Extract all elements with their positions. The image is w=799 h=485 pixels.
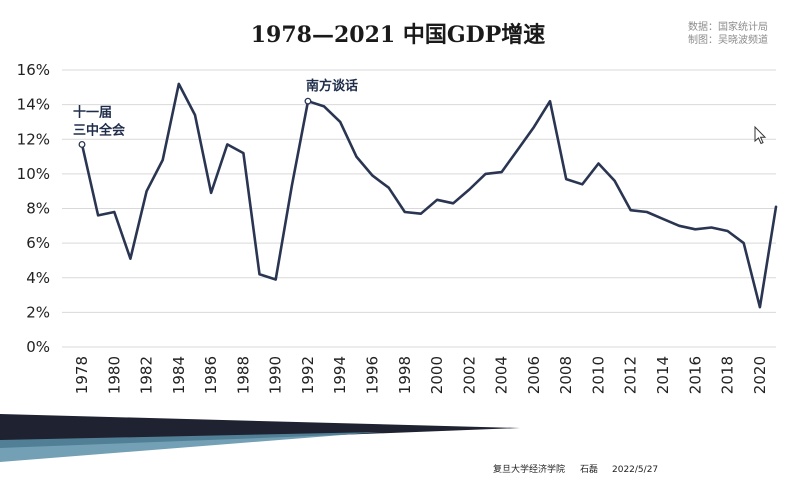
source-data-text: 数据：国家统计局 — [688, 20, 768, 33]
x-tick-label: 1990 — [267, 356, 285, 394]
y-tick-label: 2% — [26, 303, 50, 321]
slide-decoration-blue — [0, 432, 380, 462]
x-tick-label: 2002 — [460, 356, 478, 394]
x-tick-label: 1992 — [299, 356, 317, 394]
x-tick-label: 2020 — [751, 356, 769, 394]
source-author-text: 制图：吴晓波频道 — [688, 33, 768, 46]
y-tick-label: 4% — [26, 269, 50, 287]
x-tick-label: 1998 — [396, 356, 414, 394]
y-tick-label: 8% — [26, 200, 50, 218]
x-tick-label: 1982 — [138, 356, 156, 394]
mouse-cursor-icon — [754, 125, 767, 145]
x-tick-label: 2008 — [557, 356, 575, 394]
footer-author: 石磊 — [580, 464, 598, 475]
x-tick-label: 1984 — [170, 356, 188, 394]
x-tick-label: 2000 — [428, 356, 446, 394]
x-tick-label: 2014 — [654, 356, 672, 394]
y-axis-ticks: 0% 2% 4% 6% 8% 10% 12% 14% 16% — [17, 61, 50, 356]
y-tick-label: 10% — [17, 165, 50, 183]
x-axis-ticks: 1978 1980 1982 1984 1986 1988 1990 1992 1994 1996… — [73, 356, 769, 394]
x-tick-label: 1978 — [73, 356, 91, 394]
chart-area — [30, 12, 785, 407]
gdp-growth-series — [80, 82, 778, 309]
annotation-label: 三中全会 — [73, 122, 126, 138]
x-tick-label: 1994 — [331, 356, 349, 394]
y-tick-label: 6% — [26, 234, 50, 252]
y-tick-label: 14% — [17, 96, 50, 114]
annotation-marker — [304, 97, 312, 105]
annotation-label: 十一届 — [73, 104, 112, 120]
x-tick-label: 2018 — [719, 356, 737, 394]
y-tick-label: 16% — [17, 61, 50, 79]
series-line — [80, 82, 778, 309]
x-tick-label: 2016 — [686, 356, 704, 394]
x-tick-label: 2006 — [525, 356, 543, 394]
x-tick-label: 2004 — [493, 356, 511, 394]
x-tick-label: 2012 — [622, 356, 640, 394]
y-tick-label: 12% — [17, 130, 50, 148]
annotation-label: 南方谈话 — [306, 78, 358, 94]
footer-institution: 复旦大学经济学院 — [493, 463, 565, 475]
x-tick-label: 2010 — [589, 356, 607, 394]
chart-title: 1978—2021 中国GDP增速 — [251, 22, 546, 48]
x-tick-label: 1986 — [202, 356, 220, 394]
x-tick-label: 1980 — [105, 356, 123, 394]
y-tick-label: 0% — [26, 338, 50, 356]
x-tick-label: 1996 — [364, 356, 382, 394]
gridlines — [62, 69, 776, 348]
footer-date: 2022/5/27 — [612, 465, 658, 475]
x-tick-label: 1988 — [234, 356, 252, 394]
annotation-marker — [78, 140, 86, 148]
